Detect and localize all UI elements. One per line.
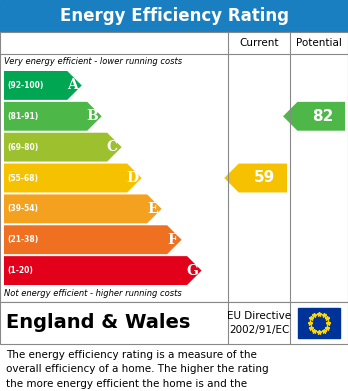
Polygon shape: [4, 71, 82, 100]
Polygon shape: [4, 133, 122, 161]
Text: (92-100): (92-100): [7, 81, 44, 90]
Text: (69-80): (69-80): [7, 143, 38, 152]
Text: Not energy efficient - higher running costs: Not energy efficient - higher running co…: [4, 289, 182, 298]
Text: Energy Efficiency Rating: Energy Efficiency Rating: [60, 7, 288, 25]
Text: England & Wales: England & Wales: [6, 314, 190, 332]
Polygon shape: [4, 256, 201, 285]
Polygon shape: [4, 102, 102, 131]
Text: E: E: [147, 202, 158, 216]
Text: B: B: [86, 109, 98, 123]
Polygon shape: [224, 163, 287, 192]
Text: F: F: [167, 233, 177, 247]
Text: (81-91): (81-91): [7, 112, 38, 121]
Text: Very energy efficient - lower running costs: Very energy efficient - lower running co…: [4, 57, 182, 66]
Text: (39-54): (39-54): [7, 204, 38, 213]
Polygon shape: [283, 102, 345, 131]
Bar: [0, 32, 348, 302]
Text: D: D: [126, 171, 138, 185]
Text: EU Directive
2002/91/EC: EU Directive 2002/91/EC: [227, 311, 291, 335]
Text: A: A: [67, 79, 78, 92]
Text: The energy efficiency rating is a measure of the
overall efficiency of a home. T: The energy efficiency rating is a measur…: [6, 350, 269, 391]
Polygon shape: [4, 225, 182, 254]
Bar: [0, 302, 348, 344]
Text: C: C: [107, 140, 118, 154]
Text: (55-68): (55-68): [7, 174, 38, 183]
Text: G: G: [186, 264, 198, 278]
Text: 82: 82: [312, 109, 333, 124]
Polygon shape: [4, 194, 161, 223]
Text: Current: Current: [239, 38, 279, 48]
Polygon shape: [4, 163, 142, 192]
Text: (21-38): (21-38): [7, 235, 38, 244]
Bar: [0, 0, 348, 32]
Text: 59: 59: [254, 170, 275, 185]
Bar: [298, 308, 340, 338]
Text: Potential: Potential: [296, 38, 342, 48]
Text: (1-20): (1-20): [7, 266, 33, 275]
